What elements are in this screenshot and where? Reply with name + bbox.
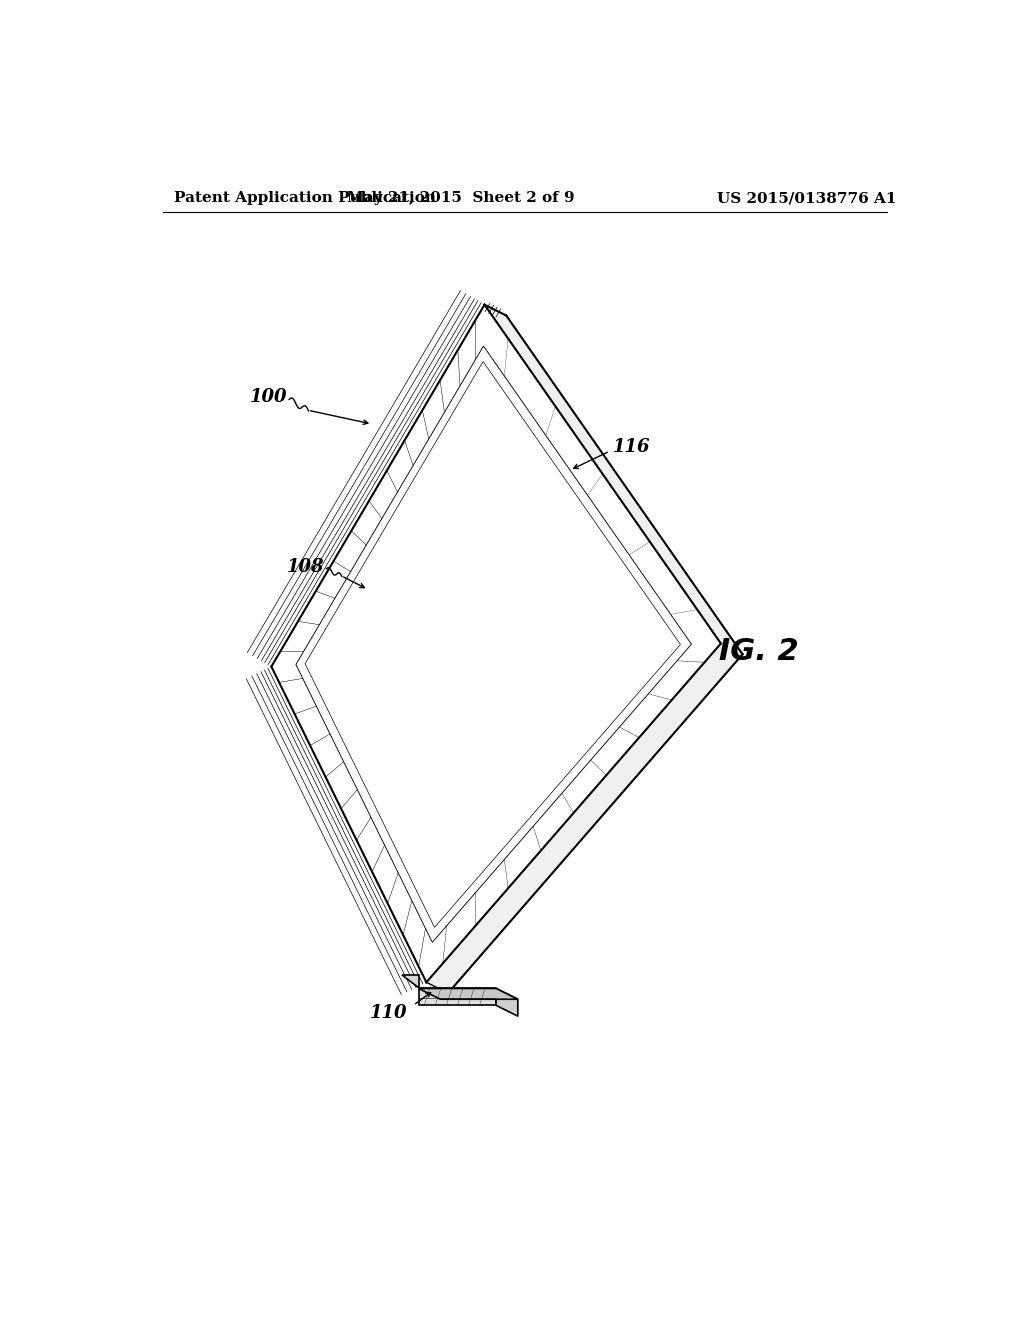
Polygon shape	[496, 989, 518, 1016]
Text: FIG. 2: FIG. 2	[697, 636, 799, 665]
Text: 116: 116	[612, 438, 650, 457]
Polygon shape	[426, 305, 742, 993]
Text: 110: 110	[370, 1005, 407, 1022]
Text: 100: 100	[250, 388, 287, 407]
Text: US 2015/0138776 A1: US 2015/0138776 A1	[717, 191, 896, 206]
Text: 108: 108	[287, 557, 324, 576]
Polygon shape	[419, 989, 518, 999]
Text: Patent Application Publication: Patent Application Publication	[174, 191, 436, 206]
Polygon shape	[271, 305, 721, 982]
Text: May 21, 2015  Sheet 2 of 9: May 21, 2015 Sheet 2 of 9	[347, 191, 575, 206]
Polygon shape	[419, 989, 496, 1006]
Polygon shape	[401, 974, 419, 989]
